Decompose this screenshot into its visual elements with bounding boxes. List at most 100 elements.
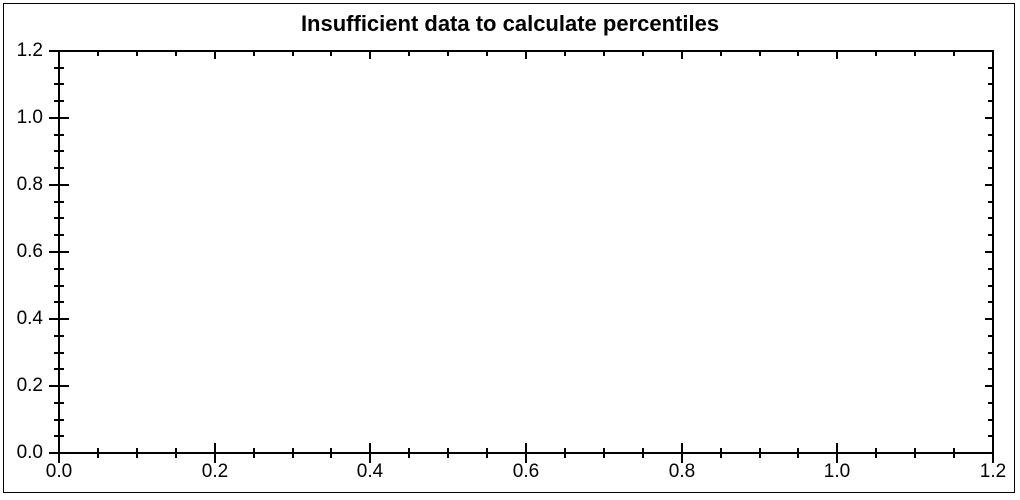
y-major-tick-right — [985, 184, 993, 186]
x-major-tick-top — [992, 51, 994, 59]
x-minor-tick-top — [330, 51, 332, 56]
y-minor-tick — [54, 234, 64, 236]
y-minor-tick-right — [988, 368, 993, 370]
y-minor-tick-right — [988, 217, 993, 219]
y-tick-label: 0.0 — [16, 442, 43, 463]
x-minor-tick — [914, 448, 916, 458]
plot-frame — [58, 50, 994, 454]
x-minor-tick — [97, 448, 99, 458]
x-minor-tick-top — [447, 51, 449, 56]
x-major-tick-top — [58, 51, 60, 59]
y-major-tick — [49, 452, 69, 454]
x-minor-tick-top — [875, 51, 877, 56]
x-tick-label: 0.0 — [45, 461, 73, 482]
x-minor-tick — [136, 448, 138, 458]
y-minor-tick-right — [988, 352, 993, 354]
y-minor-tick-right — [988, 435, 993, 437]
x-minor-tick — [486, 448, 488, 458]
x-tick-label: 0.6 — [512, 461, 540, 482]
y-minor-tick — [54, 167, 64, 169]
y-minor-tick-right — [988, 150, 993, 152]
y-minor-tick-right — [988, 201, 993, 203]
y-major-tick-right — [985, 50, 993, 52]
x-major-tick — [681, 443, 683, 463]
x-minor-tick — [720, 448, 722, 458]
y-minor-tick-right — [988, 301, 993, 303]
y-minor-tick — [54, 217, 64, 219]
x-minor-tick-top — [797, 51, 799, 56]
y-major-tick — [49, 117, 69, 119]
y-tick-label: 0.4 — [16, 308, 43, 329]
y-minor-tick — [54, 368, 64, 370]
x-minor-tick-top — [253, 51, 255, 56]
y-minor-tick-right — [988, 335, 993, 337]
y-minor-tick — [54, 100, 64, 102]
x-minor-tick-top — [136, 51, 138, 56]
x-minor-tick — [603, 448, 605, 458]
x-minor-tick-top — [97, 51, 99, 56]
y-major-tick — [49, 385, 69, 387]
x-minor-tick-top — [292, 51, 294, 56]
y-minor-tick — [54, 301, 64, 303]
y-minor-tick — [54, 402, 64, 404]
image-border — [3, 3, 1015, 493]
x-minor-tick-top — [642, 51, 644, 56]
y-major-tick — [49, 251, 69, 253]
y-tick-label: 0.8 — [16, 174, 43, 195]
x-minor-tick-top — [914, 51, 916, 56]
x-major-tick-top — [525, 51, 527, 59]
y-minor-tick-right — [988, 167, 993, 169]
x-minor-tick-top — [408, 51, 410, 56]
x-major-tick — [369, 443, 371, 463]
y-minor-tick-right — [988, 67, 993, 69]
y-minor-tick — [54, 83, 64, 85]
x-tick-label: 0.4 — [356, 461, 384, 482]
y-major-tick-right — [985, 117, 993, 119]
y-major-tick — [49, 318, 69, 320]
y-major-tick-right — [985, 385, 993, 387]
y-tick-label: 1.0 — [16, 107, 43, 128]
x-minor-tick — [330, 448, 332, 458]
x-minor-tick-top — [759, 51, 761, 56]
y-minor-tick — [54, 419, 64, 421]
x-minor-tick-top — [175, 51, 177, 56]
x-minor-tick — [564, 448, 566, 458]
y-minor-tick-right — [988, 100, 993, 102]
x-minor-tick — [642, 448, 644, 458]
x-minor-tick — [292, 448, 294, 458]
x-tick-label: 1.0 — [823, 461, 851, 482]
x-major-tick — [992, 443, 994, 463]
y-major-tick — [49, 184, 69, 186]
y-minor-tick-right — [988, 402, 993, 404]
y-minor-tick — [54, 285, 64, 287]
y-minor-tick — [54, 201, 64, 203]
y-minor-tick — [54, 150, 64, 152]
x-minor-tick — [797, 448, 799, 458]
x-major-tick — [525, 443, 527, 463]
y-minor-tick — [54, 435, 64, 437]
x-minor-tick — [253, 448, 255, 458]
y-minor-tick — [54, 268, 64, 270]
y-minor-tick-right — [988, 268, 993, 270]
y-tick-label: 0.2 — [16, 375, 43, 396]
y-minor-tick — [54, 134, 64, 136]
x-major-tick-top — [681, 51, 683, 59]
y-major-tick — [49, 50, 69, 52]
y-minor-tick-right — [988, 83, 993, 85]
y-tick-label: 1.2 — [16, 40, 43, 61]
y-minor-tick-right — [988, 134, 993, 136]
y-major-tick-right — [985, 318, 993, 320]
y-major-tick-right — [985, 251, 993, 253]
x-minor-tick — [447, 448, 449, 458]
x-minor-tick — [175, 448, 177, 458]
x-tick-label: 0.8 — [668, 461, 696, 482]
y-minor-tick — [54, 352, 64, 354]
x-major-tick — [836, 443, 838, 463]
y-minor-tick — [54, 67, 64, 69]
y-minor-tick-right — [988, 285, 993, 287]
x-major-tick-top — [369, 51, 371, 59]
y-minor-tick-right — [988, 234, 993, 236]
x-minor-tick — [408, 448, 410, 458]
y-minor-tick — [54, 335, 64, 337]
